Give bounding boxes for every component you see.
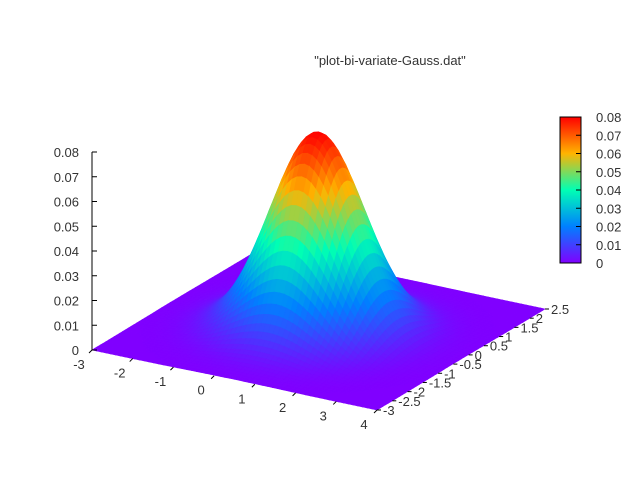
colorbar-ticks: 0 0.01 0.02 0.03 0.04 0.05 0.06 0.07 0.08 bbox=[576, 110, 621, 271]
z-tick-label: 0.01 bbox=[54, 318, 79, 333]
x-tick-mark bbox=[210, 375, 215, 380]
y-tick-label: -1.5 bbox=[429, 375, 451, 390]
colorbar-tick-label: 0 bbox=[596, 256, 603, 271]
z-tick-label: 0.07 bbox=[54, 170, 79, 185]
x-tick-label: 3 bbox=[320, 408, 327, 423]
y-axis: -3-2.5-2-1.5-1-0.50 0.51 1.52 2.5 bbox=[377, 302, 569, 418]
x-tick-mark bbox=[88, 349, 93, 354]
z-tick-label: 0.02 bbox=[54, 294, 79, 309]
x-tick-mark bbox=[170, 366, 174, 371]
x-tick-mark bbox=[129, 358, 134, 362]
y-tick-label: -0.5 bbox=[459, 357, 481, 372]
y-tick-label: 2 bbox=[536, 311, 543, 326]
colorbar-tick-label: 0.01 bbox=[596, 238, 621, 253]
y-tick-label: 0 bbox=[475, 348, 482, 363]
x-tick-mark bbox=[292, 392, 296, 397]
y-tick-label: 2.5 bbox=[551, 302, 569, 317]
y-tick-label: 0.5 bbox=[490, 339, 508, 354]
x-tick-label: -3 bbox=[73, 357, 85, 372]
z-tick-label: 0 bbox=[72, 343, 79, 358]
x-tick-mark bbox=[251, 383, 256, 388]
y-tick-label: -2.5 bbox=[398, 394, 420, 409]
colorbar-tick-label: 0.03 bbox=[596, 201, 621, 216]
x-axis: -3 -2 -1 0 1 2 3 4 bbox=[73, 349, 378, 432]
x-tick-label: 0 bbox=[198, 383, 205, 398]
y-axis-ticks: -3-2.5-2-1.5-1-0.50 0.51 1.52 2.5 bbox=[377, 302, 569, 418]
surface-plot bbox=[91, 131, 546, 411]
y-tick-label: 1 bbox=[505, 330, 512, 345]
colorbar-tick-label: 0.04 bbox=[596, 183, 621, 198]
colorbar-tick-label: 0.05 bbox=[596, 165, 621, 180]
colorbar-tick-label: 0.02 bbox=[596, 220, 621, 235]
y-tick-label: -1 bbox=[444, 366, 456, 381]
z-tick-label: 0.03 bbox=[54, 269, 79, 284]
y-tick-label: 1.5 bbox=[520, 320, 538, 335]
x-tick-mark bbox=[332, 401, 337, 405]
z-tick-label: 0.06 bbox=[54, 195, 79, 210]
x-tick-label: 2 bbox=[279, 400, 286, 415]
z-tick-label: 0.04 bbox=[54, 244, 79, 259]
x-tick-mark bbox=[373, 409, 378, 414]
colorbar: 0 0.01 0.02 0.03 0.04 0.05 0.06 0.07 0.08 bbox=[559, 110, 621, 271]
x-axis-ticks: -3 -2 -1 0 1 2 3 4 bbox=[73, 349, 378, 432]
x-tick-label: -1 bbox=[155, 374, 167, 389]
chart-title: "plot-bi-variate-Gauss.dat" bbox=[314, 53, 466, 68]
surface-patch bbox=[371, 406, 381, 411]
x-tick-label: 4 bbox=[360, 417, 367, 432]
colorbar-tick-label: 0.07 bbox=[596, 128, 621, 143]
x-tick-label: 1 bbox=[238, 391, 245, 406]
y-tick-label: -3 bbox=[383, 403, 395, 418]
colorbar-tick-label: 0.08 bbox=[596, 110, 621, 125]
z-axis-ticks: 0 0.01 0.02 0.03 0.04 0.05 0.06 0.07 0.08 bbox=[54, 145, 97, 358]
colorbar-tick-label: 0.06 bbox=[596, 147, 621, 162]
z-tick-label: 0.05 bbox=[54, 219, 79, 234]
x-tick-label: -2 bbox=[114, 366, 126, 381]
z-axis: 0 0.01 0.02 0.03 0.04 0.05 0.06 0.07 0.08 bbox=[54, 145, 97, 358]
z-tick-label: 0.08 bbox=[54, 145, 79, 160]
y-tick-label: -2 bbox=[414, 385, 426, 400]
